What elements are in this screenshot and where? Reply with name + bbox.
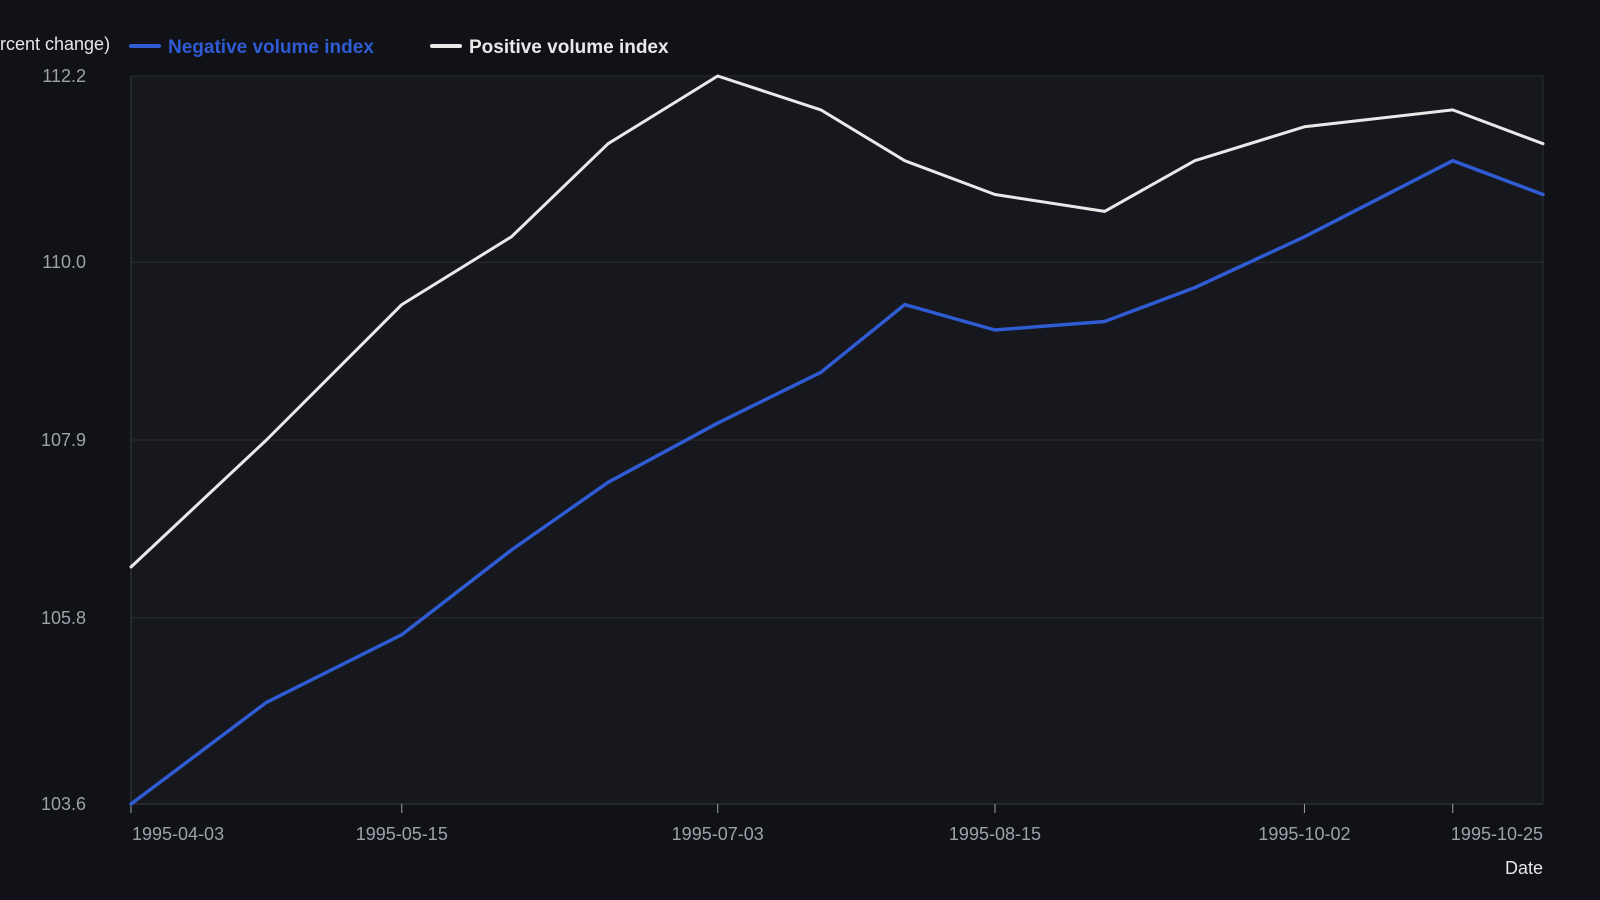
data-point: [1540, 141, 1546, 147]
legend: Negative volume index Positive volume ind…: [129, 37, 669, 58]
data-point: [605, 141, 611, 147]
data-point: [508, 547, 514, 553]
data-point: [128, 564, 134, 570]
y-tick-label: 110.0: [42, 252, 86, 272]
y-tick-label: 105.8: [41, 608, 86, 628]
data-point: [1301, 234, 1307, 240]
y-tick-label: 107.9: [41, 430, 86, 450]
x-tick-label: 1995-07-03: [672, 824, 764, 844]
data-point: [605, 479, 611, 485]
data-point: [818, 107, 824, 113]
data-point: [715, 420, 721, 426]
data-point: [263, 699, 269, 705]
data-point: [399, 302, 405, 308]
x-axis-title: Date: [1505, 858, 1543, 878]
data-point: [508, 234, 514, 240]
y-tick-label: 112.2: [42, 66, 86, 86]
data-point: [902, 158, 908, 164]
x-tick-label: 1995-08-15: [949, 824, 1041, 844]
data-point: [263, 437, 269, 443]
data-point: [1540, 192, 1546, 198]
x-tick-label: 1995-10-25: [1451, 824, 1543, 844]
data-point: [715, 73, 721, 79]
data-point: [399, 632, 405, 638]
x-tick-label: 1995-10-02: [1258, 824, 1350, 844]
legend-label-positive-volume-index: Positive volume index: [469, 37, 669, 58]
data-point: [1450, 107, 1456, 113]
data-point: [818, 369, 824, 375]
data-point: [1192, 158, 1198, 164]
y-axis-title: rcent change): [0, 34, 110, 54]
data-point: [128, 801, 134, 807]
data-point: [1301, 124, 1307, 130]
gridlines: [131, 75, 1544, 805]
data-point: [1192, 285, 1198, 291]
data-point: [1450, 158, 1456, 164]
x-tick-label: 1995-04-03: [132, 824, 224, 844]
data-point: [992, 192, 998, 198]
axes: 103.6 105.8 107.9 110.0 112.2 1995-04-03 1995-…: [0, 34, 1543, 878]
series-line-positive-volume-index: [129, 74, 1545, 569]
data-point: [1102, 208, 1108, 214]
data-point: [992, 327, 998, 333]
y-tick-label: 103.6: [41, 794, 86, 814]
data-point: [1102, 318, 1108, 324]
series-lines: [128, 73, 1546, 807]
x-tick-label: 1995-05-15: [356, 824, 448, 844]
series-line-negative-volume-index: [129, 158, 1545, 806]
legend-label-negative-volume-index: Negative volume index: [168, 37, 374, 58]
data-point: [902, 302, 908, 308]
